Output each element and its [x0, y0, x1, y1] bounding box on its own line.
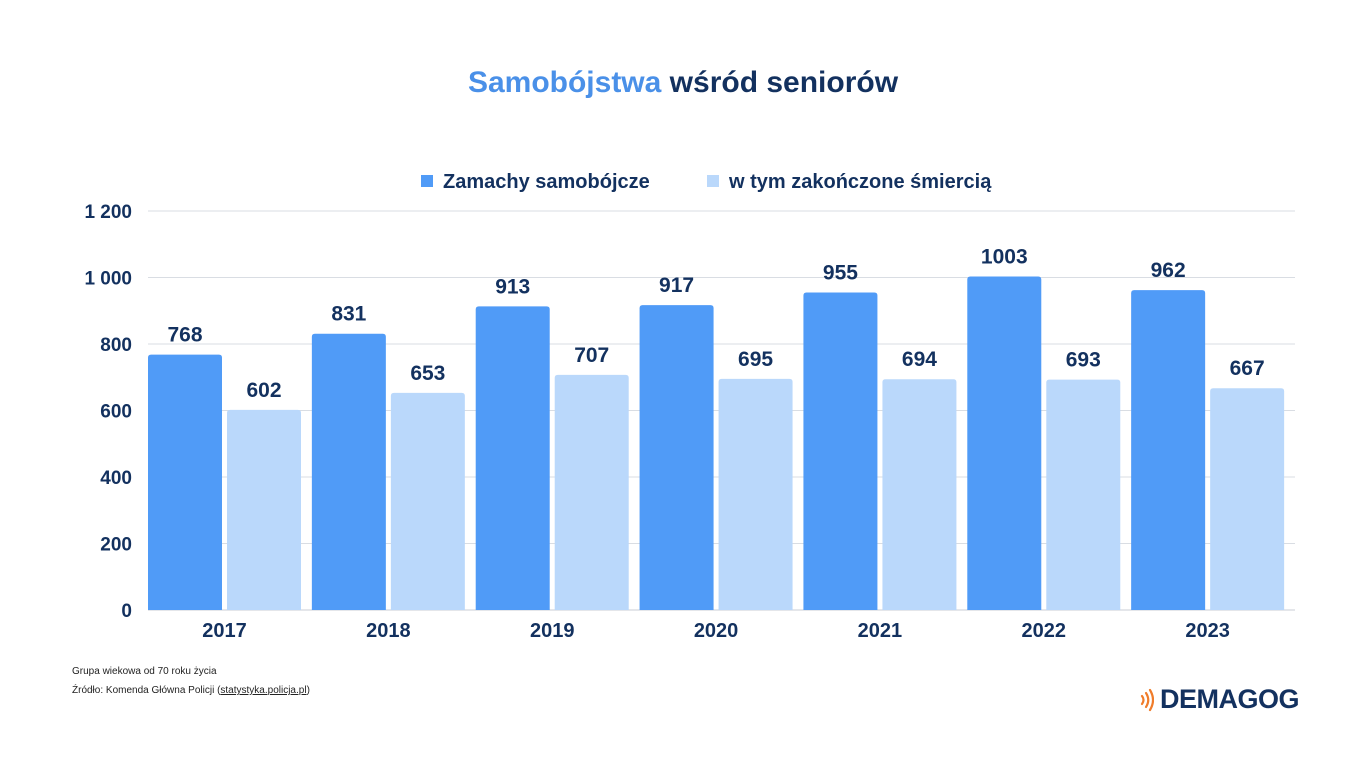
y-tick-label: 0	[121, 601, 132, 622]
data-label: 831	[331, 303, 366, 326]
y-tick-label: 800	[100, 335, 132, 356]
bar-deaths-2020	[718, 378, 793, 610]
x-tick-label: 2019	[530, 620, 575, 642]
footnote-age-group: Grupa wiekowa od 70 roku życia	[72, 666, 217, 677]
source-suffix: )	[306, 685, 310, 696]
legend-label-1: Zamachy samobójcze	[443, 171, 650, 193]
bar-attempts-2021	[803, 292, 878, 610]
data-label: 1003	[981, 246, 1028, 269]
data-label: 695	[738, 348, 773, 371]
x-tick-label: 2020	[694, 620, 739, 642]
bar-attempts-2020	[639, 305, 714, 610]
data-label: 955	[823, 261, 858, 284]
source-link[interactable]: statystyka.policja.pl	[220, 685, 307, 696]
legend-swatch-2	[707, 175, 719, 187]
bar-deaths-2018	[390, 392, 465, 610]
data-label: 602	[246, 379, 281, 402]
y-tick-label: 600	[100, 402, 132, 423]
bar-attempts-2018	[311, 333, 386, 610]
x-tick-label: 2021	[858, 620, 903, 642]
bar-attempts-2017	[148, 354, 222, 610]
x-tick-label: 2018	[366, 620, 411, 642]
x-tick-label: 2017	[202, 620, 247, 642]
source-prefix: Źródło: Komenda Główna Policji (	[72, 685, 221, 696]
legend-swatch-1	[421, 175, 433, 187]
bar-chart: 0 200 400 600 800 1 000 1 200 768 602 2017 831 653 2…	[84, 171, 1295, 642]
legend-label-2: w tym zakończone śmiercią	[728, 171, 992, 193]
y-tick-label: 1 200	[84, 202, 132, 223]
bar-deaths-2017	[227, 409, 301, 610]
bar-deaths-2019	[554, 374, 629, 610]
bar-attempts-2023	[1131, 290, 1206, 610]
y-tick-label: 200	[100, 535, 132, 556]
data-label: 667	[1230, 357, 1265, 380]
x-tick-label: 2023	[1185, 620, 1230, 642]
bar-attempts-2019	[475, 306, 550, 610]
data-label: 707	[574, 344, 609, 367]
data-label: 768	[167, 324, 202, 347]
y-tick-label: 1 000	[84, 269, 132, 290]
data-label: 694	[902, 348, 937, 371]
bar-deaths-2021	[882, 379, 957, 610]
bar-attempts-2022	[967, 276, 1042, 610]
footnote-source: Źródło: Komenda Główna Policji (statysty…	[72, 685, 310, 696]
x-tick-label: 2022	[1022, 620, 1067, 642]
data-label: 653	[410, 362, 445, 385]
chart-title-main: wśród seniorów	[669, 66, 899, 99]
data-label: 917	[659, 274, 694, 297]
sound-waves-icon	[1140, 688, 1154, 711]
chart-title-accent: Samobójstwa	[467, 66, 662, 99]
data-label: 962	[1151, 259, 1186, 282]
bar-deaths-2022	[1046, 379, 1121, 610]
chart-title: Samobójstwa wśród seniorów	[0, 66, 1366, 100]
bar-deaths-2023	[1210, 388, 1285, 610]
demagog-logo: DEMAGOG	[1140, 684, 1300, 715]
data-label: 913	[495, 275, 530, 298]
data-label: 693	[1066, 349, 1101, 372]
y-tick-label: 400	[100, 468, 132, 489]
logo-text: DEMAGOG	[1160, 684, 1300, 714]
